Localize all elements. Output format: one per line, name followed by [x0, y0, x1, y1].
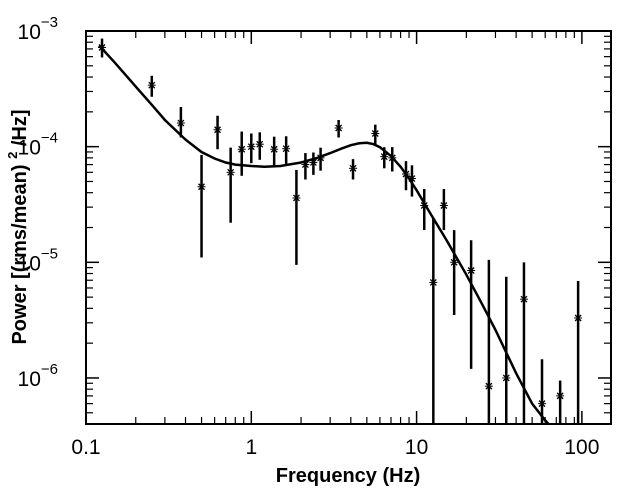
data-point: [467, 240, 476, 369]
data-point: [574, 280, 583, 424]
model-curve: [98, 44, 551, 424]
minor-ticks: [86, 31, 611, 424]
y-tick-label: 10−4: [18, 130, 58, 160]
data-point: [147, 75, 156, 97]
data-point: [309, 152, 318, 175]
y-axis-label: Power [(rms/mean) 2 /Hz]: [0, 109, 31, 344]
data-point: [247, 133, 256, 164]
x-tick-labels: 0.1 1 10 100: [71, 436, 599, 459]
x-tick-label: 1: [245, 436, 257, 459]
data-point: [255, 132, 264, 160]
y-axis-label-exponent: 2: [5, 152, 20, 159]
data-point: [316, 147, 325, 171]
data-point: [301, 153, 310, 180]
x-tick-label: 100: [564, 436, 599, 459]
data-point: [439, 189, 448, 231]
data-point: [213, 115, 222, 150]
data-point: [176, 107, 185, 138]
data-point: [429, 218, 438, 424]
data-point: [282, 136, 291, 166]
data-point: [450, 230, 459, 316]
data-point: [556, 380, 565, 424]
data-point: [349, 159, 358, 180]
data-point: [484, 259, 493, 424]
data-point: [292, 169, 301, 265]
x-tick-label: 0.1: [71, 436, 100, 459]
y-tick-label: 10−3: [18, 14, 58, 44]
plot-frame: [85, 30, 612, 425]
major-ticks: [85, 30, 611, 424]
x-tick-label: 10: [405, 436, 428, 459]
data-point: [237, 131, 246, 176]
x-axis-label: Frequency (Hz): [276, 465, 420, 487]
data-points: [98, 38, 583, 424]
data-point: [371, 124, 380, 145]
y-tick-label: 10−6: [18, 361, 58, 391]
data-point: [519, 262, 528, 424]
y-tick-labels: 10−6 10−5 10−4 10−3: [18, 14, 58, 391]
data-point: [334, 120, 343, 138]
data-point: [538, 359, 547, 424]
data-point: [270, 136, 279, 167]
y-axis-label-units: /Hz]: [9, 109, 31, 146]
data-point: [197, 154, 206, 258]
y-tick-label: 10−5: [18, 245, 58, 275]
y-axis-label-main: Power [(rms/mean): [9, 164, 31, 344]
data-point: [226, 147, 235, 223]
